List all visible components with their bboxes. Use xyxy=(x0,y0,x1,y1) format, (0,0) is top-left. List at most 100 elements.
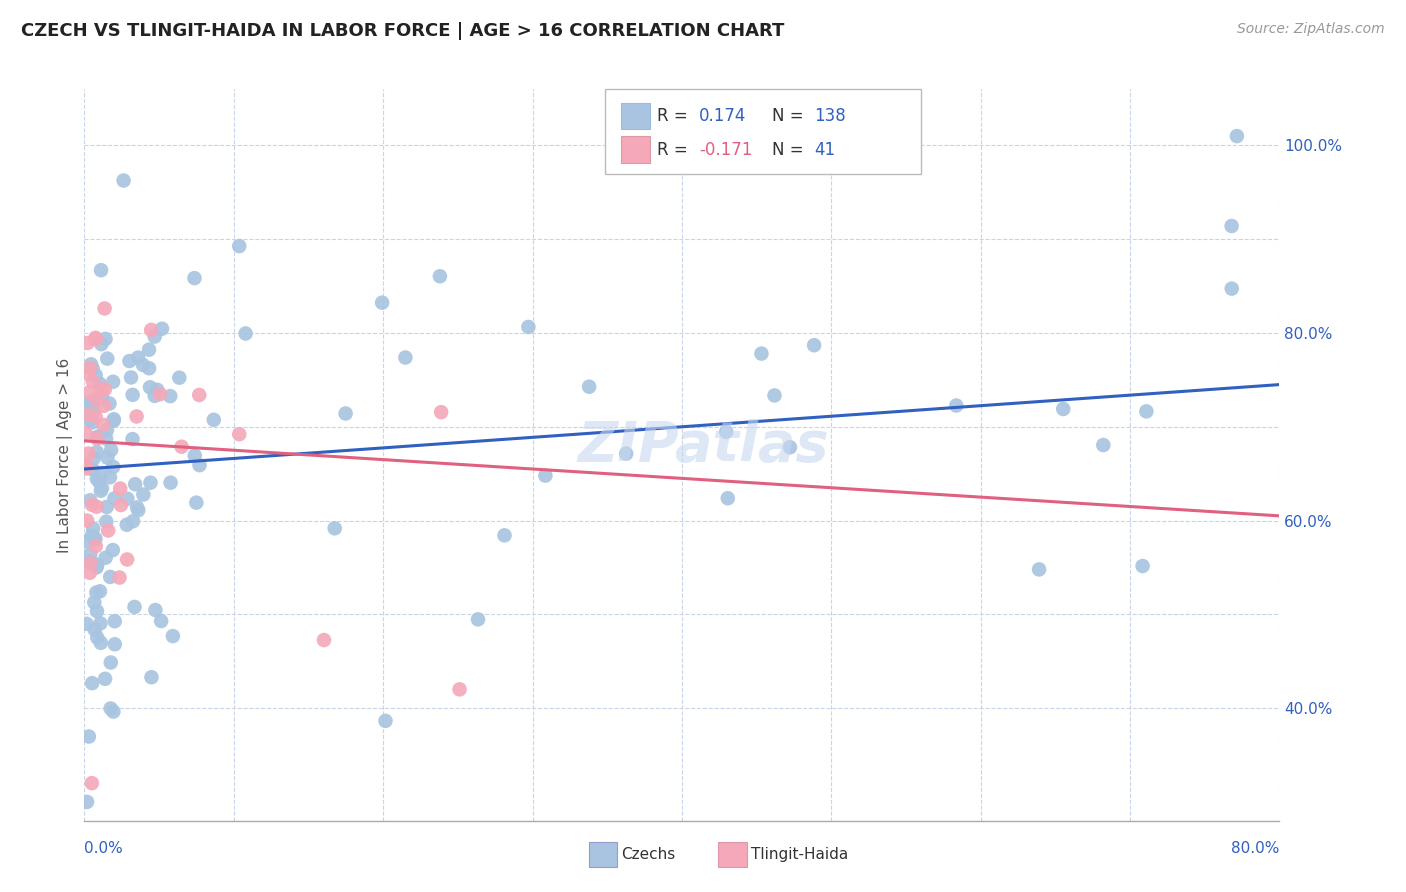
Point xyxy=(371,295,394,310)
Point xyxy=(228,427,250,442)
Point xyxy=(117,491,139,506)
Point xyxy=(90,483,112,498)
Point xyxy=(101,543,124,558)
Point xyxy=(751,346,773,360)
Point xyxy=(80,357,103,371)
Point xyxy=(84,392,107,407)
Point xyxy=(312,633,335,648)
Point xyxy=(110,498,132,512)
Point xyxy=(86,585,108,599)
Point xyxy=(83,533,105,547)
Text: CZECH VS TLINGIT-HAIDA IN LABOR FORCE | AGE > 16 CORRELATION CHART: CZECH VS TLINGIT-HAIDA IN LABOR FORCE | … xyxy=(21,22,785,40)
Point xyxy=(132,487,155,501)
Point xyxy=(94,432,117,446)
Point xyxy=(75,461,97,475)
Point xyxy=(159,475,181,490)
Point xyxy=(467,612,489,626)
Point xyxy=(75,396,97,410)
Text: ZIPatlas: ZIPatlas xyxy=(578,419,828,473)
Point xyxy=(87,429,110,443)
Point xyxy=(517,320,540,334)
Point xyxy=(104,637,127,651)
Point xyxy=(97,524,120,538)
Point xyxy=(139,380,162,394)
Point xyxy=(98,470,121,484)
Point xyxy=(83,451,105,466)
Point xyxy=(779,440,801,454)
Point xyxy=(80,776,103,790)
Point xyxy=(945,399,967,413)
Point xyxy=(146,383,169,397)
Text: 0.174: 0.174 xyxy=(699,107,747,125)
Point xyxy=(103,705,125,719)
Point xyxy=(449,682,471,697)
Point xyxy=(118,354,141,368)
Text: -0.171: -0.171 xyxy=(699,141,752,159)
Point xyxy=(76,458,98,473)
Point xyxy=(127,351,149,365)
Point xyxy=(83,404,105,418)
Point xyxy=(79,413,101,427)
Text: Czechs: Czechs xyxy=(621,847,676,862)
Point xyxy=(98,396,121,410)
Point xyxy=(714,425,737,439)
Point xyxy=(90,263,112,277)
Point xyxy=(77,730,100,744)
Point xyxy=(84,409,107,424)
Point xyxy=(132,358,155,372)
Point xyxy=(100,442,122,457)
Point xyxy=(578,380,600,394)
Point xyxy=(94,672,117,686)
Point xyxy=(145,603,167,617)
Point xyxy=(79,566,101,580)
Point xyxy=(138,343,160,357)
Point xyxy=(90,337,112,351)
Point xyxy=(98,570,121,584)
Text: 0.0%: 0.0% xyxy=(84,841,124,856)
Point xyxy=(76,534,98,549)
Point xyxy=(75,458,97,472)
Point xyxy=(91,391,114,405)
Point xyxy=(188,388,211,402)
Point xyxy=(103,414,125,428)
Point xyxy=(183,271,205,285)
Text: 41: 41 xyxy=(814,141,835,159)
Point xyxy=(94,382,117,396)
Point xyxy=(82,395,104,409)
Point xyxy=(803,338,825,352)
Point xyxy=(141,670,163,684)
Point xyxy=(103,412,125,426)
Text: Tlingit-Haida: Tlingit-Haida xyxy=(751,847,848,862)
Point xyxy=(335,407,357,421)
Point xyxy=(79,556,101,570)
Text: 80.0%: 80.0% xyxy=(1232,841,1279,856)
Point xyxy=(89,616,111,631)
Point xyxy=(86,560,108,574)
Point xyxy=(108,570,131,584)
Point xyxy=(1135,404,1157,418)
Point xyxy=(84,331,107,345)
Point xyxy=(323,521,346,535)
Point xyxy=(150,322,173,336)
Point xyxy=(394,351,416,365)
Point xyxy=(104,614,127,628)
Point xyxy=(76,514,98,528)
Point xyxy=(162,629,184,643)
Point xyxy=(138,361,160,376)
Point xyxy=(149,387,172,401)
Point xyxy=(80,408,103,422)
Point xyxy=(125,500,148,515)
Point xyxy=(82,462,104,476)
Point xyxy=(82,522,104,536)
Point xyxy=(170,440,193,454)
Point xyxy=(79,554,101,568)
Point xyxy=(202,413,225,427)
Point xyxy=(120,370,142,384)
Point xyxy=(1220,282,1243,296)
Point xyxy=(112,173,135,187)
Point xyxy=(494,528,516,542)
Point xyxy=(84,332,107,346)
Point xyxy=(429,269,451,284)
Point xyxy=(89,376,111,391)
Text: N =: N = xyxy=(772,141,808,159)
